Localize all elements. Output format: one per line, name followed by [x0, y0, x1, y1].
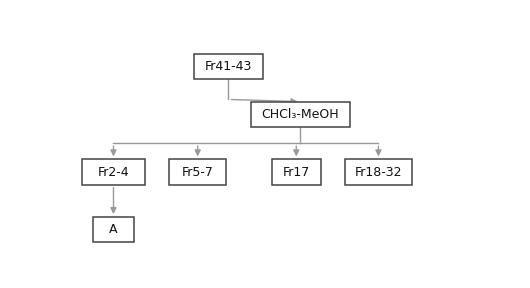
FancyBboxPatch shape — [344, 159, 412, 185]
FancyBboxPatch shape — [193, 54, 263, 79]
FancyBboxPatch shape — [169, 159, 226, 185]
Text: Fr5-7: Fr5-7 — [182, 166, 214, 179]
Text: A: A — [109, 223, 118, 236]
Text: Fr2-4: Fr2-4 — [98, 166, 129, 179]
FancyBboxPatch shape — [93, 217, 134, 242]
FancyBboxPatch shape — [82, 159, 145, 185]
Text: Fr18-32: Fr18-32 — [355, 166, 402, 179]
FancyBboxPatch shape — [251, 102, 350, 127]
FancyBboxPatch shape — [271, 159, 321, 185]
Text: Fr41-43: Fr41-43 — [205, 60, 252, 73]
Text: CHCl₃-MeOH: CHCl₃-MeOH — [262, 108, 339, 121]
Text: Fr17: Fr17 — [282, 166, 310, 179]
